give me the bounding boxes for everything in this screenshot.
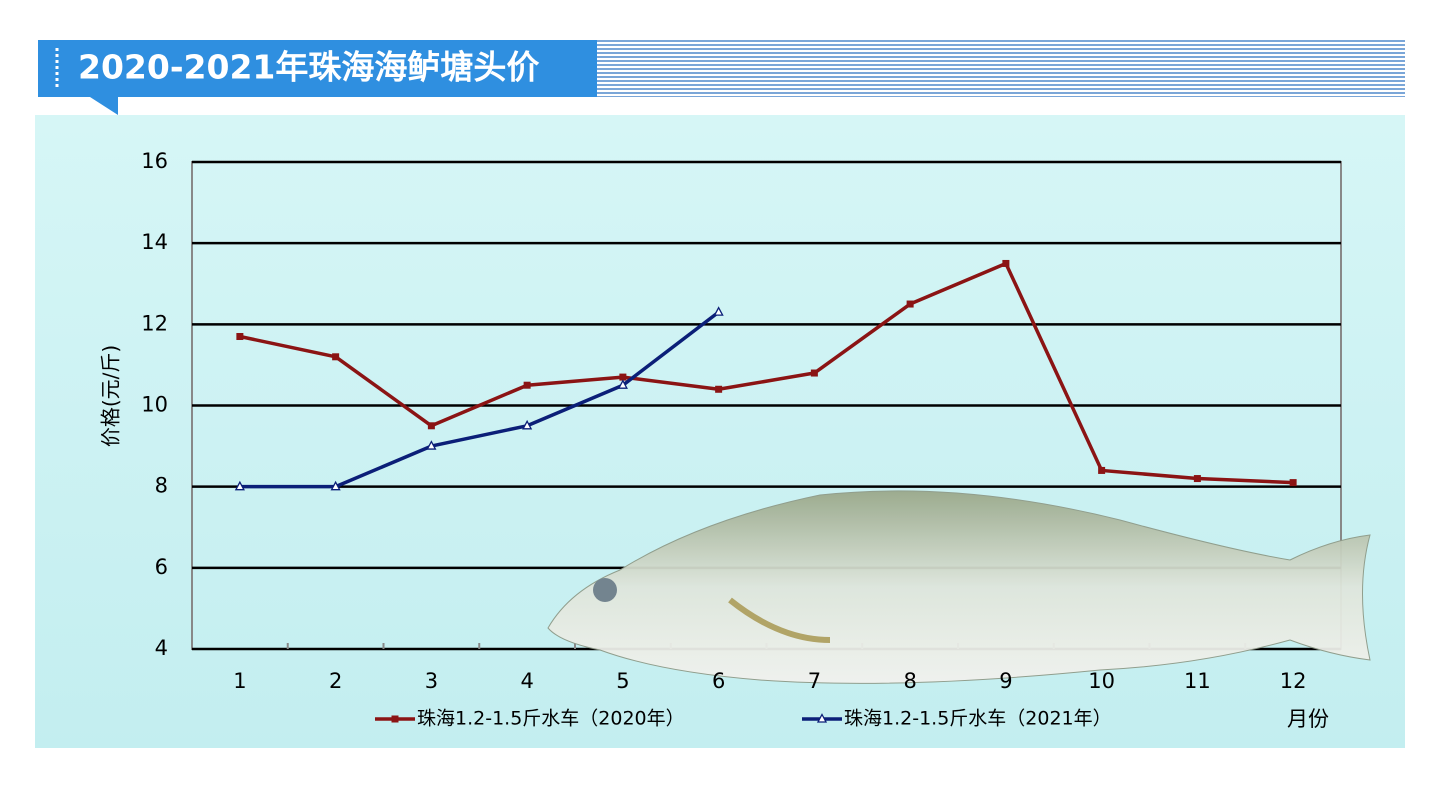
point xyxy=(391,715,399,723)
legend-label: 珠海1.2-1.5斤水车（2020年） xyxy=(417,708,685,730)
series-line xyxy=(239,310,720,489)
x-tick-label: 4 xyxy=(520,669,533,693)
point xyxy=(332,353,340,361)
chart-title: 2020-2021年珠海海鲈塘头价 xyxy=(78,48,539,87)
point xyxy=(1193,475,1201,483)
point xyxy=(1289,479,1297,487)
x-axis-label: 月份 xyxy=(1287,707,1329,731)
y-tick-label: 12 xyxy=(141,311,168,335)
point xyxy=(1002,259,1010,267)
x-tick-label: 6 xyxy=(712,669,725,693)
x-tick-label: 7 xyxy=(808,669,821,693)
x-tick-label: 1 xyxy=(233,669,246,693)
series-layer xyxy=(234,259,1297,491)
y-tick-label: 14 xyxy=(141,230,168,254)
point xyxy=(236,333,244,341)
series-line xyxy=(239,261,1294,485)
point xyxy=(522,419,533,430)
title-banner xyxy=(38,40,597,115)
point xyxy=(523,381,531,389)
x-tick-label: 9 xyxy=(999,669,1012,693)
x-tick-label: 5 xyxy=(616,669,629,693)
point xyxy=(1098,466,1106,474)
fish xyxy=(547,490,1371,684)
point xyxy=(427,422,435,430)
point xyxy=(330,480,341,491)
y-axis-label: 价格(元/斤) xyxy=(99,345,123,447)
x-tick-label: 8 xyxy=(903,669,916,693)
y-tick-label: 6 xyxy=(155,555,168,579)
x-tick-label: 3 xyxy=(425,669,438,693)
point xyxy=(816,713,828,723)
x-tick-label: 10 xyxy=(1088,669,1115,693)
y-tick-label: 16 xyxy=(141,149,168,173)
x-tick-label: 11 xyxy=(1184,669,1211,693)
point xyxy=(715,385,723,393)
legend-label: 珠海1.2-1.5斤水车（2021年） xyxy=(844,708,1112,730)
y-tick-label: 8 xyxy=(155,474,168,498)
banner-stripes xyxy=(597,40,1405,97)
y-tick-label: 4 xyxy=(155,636,168,660)
point xyxy=(906,300,914,308)
point xyxy=(619,373,627,381)
point xyxy=(713,306,724,316)
y-tick-label: 10 xyxy=(141,393,168,417)
point xyxy=(810,369,818,377)
x-tick-label: 12 xyxy=(1280,669,1307,693)
x-tick-label: 2 xyxy=(329,669,342,693)
point xyxy=(617,379,628,389)
point xyxy=(426,440,437,450)
point xyxy=(234,480,245,491)
